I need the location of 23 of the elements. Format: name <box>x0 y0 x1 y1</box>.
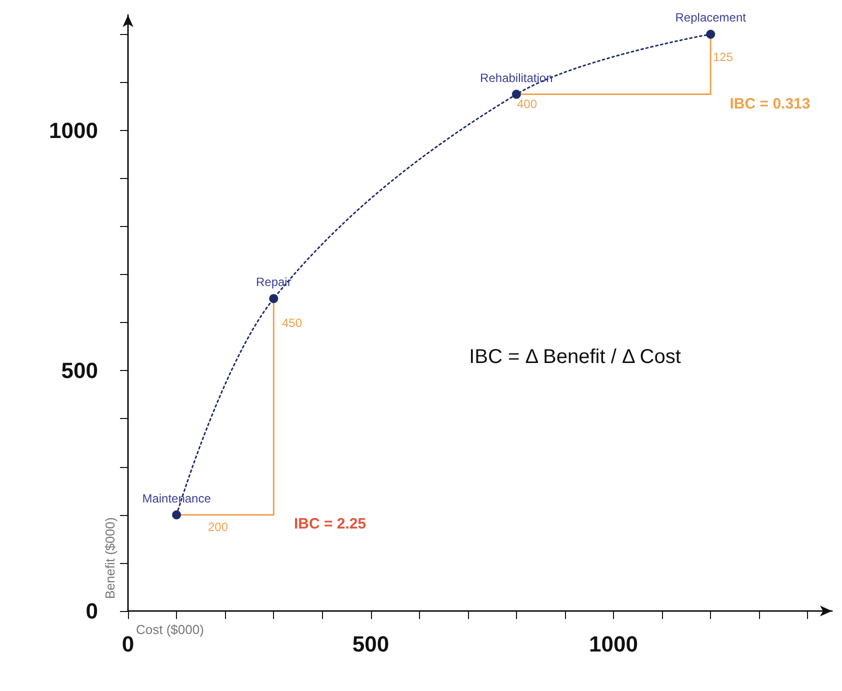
annotation: 450 <box>282 316 302 330</box>
point <box>512 90 521 99</box>
point <box>706 30 716 39</box>
annotation: 200 <box>208 520 228 534</box>
data-label: Maintenance <box>142 491 212 506</box>
annotation: IBC = Δ Benefit / Δ Cost <box>469 346 682 368</box>
y-axis-title: Benefit ($000) <box>102 517 118 599</box>
point <box>269 294 278 304</box>
y-tick-label: 1000 <box>49 118 98 143</box>
data-label: Replacement <box>675 10 747 25</box>
x-tick-label: 0 <box>122 632 134 656</box>
x-tick-label: 500 <box>352 632 390 656</box>
annotation: 400 <box>516 97 538 111</box>
annotation: IBC = 2.25 <box>294 516 366 532</box>
y-tick-label: 500 <box>61 358 98 384</box>
x-tick-label: 1000 <box>589 632 638 656</box>
data-label: Rehabilitation <box>480 70 553 85</box>
point <box>172 510 182 520</box>
x-axis-title: Cost ($000) <box>136 622 204 637</box>
data-label: Repair <box>256 275 292 290</box>
annotation: 125 <box>712 50 734 64</box>
y-tick-label: 0 <box>86 598 98 624</box>
annotation: IBC = 0.313 <box>730 96 810 112</box>
